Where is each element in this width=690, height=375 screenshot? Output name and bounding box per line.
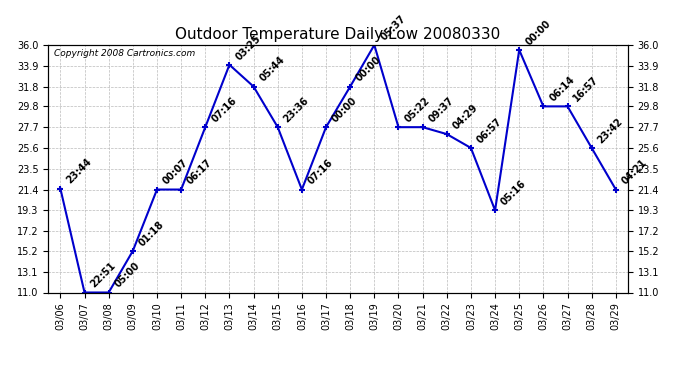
Text: 00:07: 00:07 <box>161 158 190 187</box>
Text: 05:16: 05:16 <box>500 178 529 207</box>
Text: 06:57: 06:57 <box>475 116 504 145</box>
Text: 04:29: 04:29 <box>451 102 480 131</box>
Text: 16:57: 16:57 <box>572 75 601 104</box>
Text: 07:16: 07:16 <box>210 95 239 124</box>
Text: 05:00: 05:00 <box>113 261 142 290</box>
Text: 06:17: 06:17 <box>186 158 215 187</box>
Text: 05:37: 05:37 <box>379 13 408 42</box>
Text: 03:25: 03:25 <box>234 33 263 62</box>
Text: 01:18: 01:18 <box>137 219 166 248</box>
Text: 23:42: 23:42 <box>596 116 625 145</box>
Text: 22:51: 22:51 <box>89 261 118 290</box>
Text: 06:14: 06:14 <box>548 75 577 104</box>
Text: Copyright 2008 Cartronics.com: Copyright 2008 Cartronics.com <box>54 49 195 58</box>
Text: 00:00: 00:00 <box>524 18 553 47</box>
Text: 04:21: 04:21 <box>620 158 649 187</box>
Text: 07:16: 07:16 <box>306 158 335 187</box>
Title: Outdoor Temperature Daily Low 20080330: Outdoor Temperature Daily Low 20080330 <box>175 27 501 42</box>
Text: 00:00: 00:00 <box>331 95 359 124</box>
Text: 05:22: 05:22 <box>403 95 432 124</box>
Text: 09:37: 09:37 <box>427 95 456 124</box>
Text: 23:36: 23:36 <box>282 95 311 124</box>
Text: 00:00: 00:00 <box>355 55 384 84</box>
Text: 23:44: 23:44 <box>65 157 94 186</box>
Text: 05:44: 05:44 <box>258 55 287 84</box>
